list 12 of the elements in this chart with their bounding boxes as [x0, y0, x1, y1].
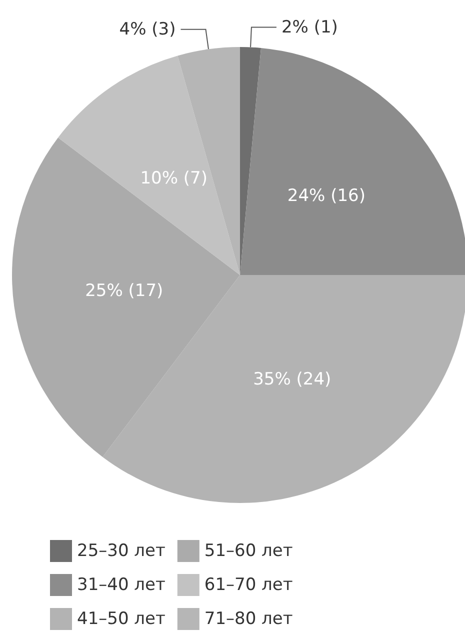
legend-label: 71–80 лет	[204, 609, 293, 629]
data-label: 4% (3)	[119, 19, 176, 40]
data-label: 24% (16)	[287, 186, 366, 206]
legend-label: 51–60 лет	[204, 541, 293, 561]
data-label: 2% (1)	[281, 17, 338, 38]
data-label: 25% (17)	[85, 281, 164, 302]
legend-label: 41–50 лет	[77, 609, 166, 629]
legend-label: 61–70 лет	[204, 575, 293, 595]
legend-label: 31–40 лет	[77, 575, 166, 595]
data-label: 10% (7)	[140, 168, 208, 188]
legend-label: 25–30 лет	[77, 541, 166, 561]
data-label: 35% (24)	[253, 370, 332, 390]
